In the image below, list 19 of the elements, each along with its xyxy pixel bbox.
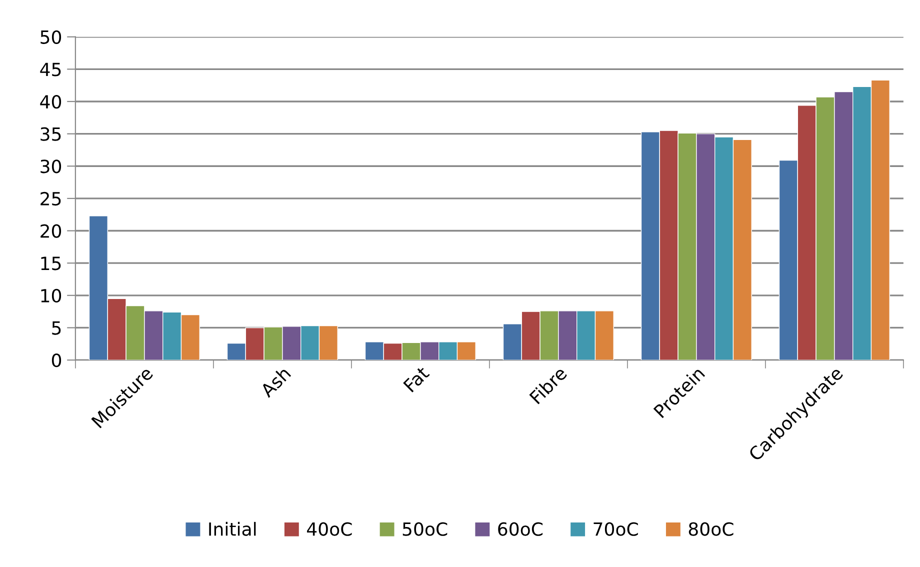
y-tick-label: 10 <box>41 288 62 303</box>
y-tick-label: 20 <box>40 224 62 238</box>
legend-label: 50oC <box>402 522 448 536</box>
legend-label: Initial <box>209 522 256 536</box>
x-tick-label: Ash <box>259 366 292 398</box>
y-tick-label: 25 <box>40 192 61 206</box>
y-tick-label: 30 <box>40 160 62 174</box>
legend-label: 60oC <box>498 522 543 536</box>
y-tick-label: 0 <box>52 354 62 368</box>
y-tick-label: 5 <box>52 321 61 335</box>
y-tick-label: 50 <box>40 30 62 44</box>
legend-label: 80oC <box>688 522 734 536</box>
y-tick-label: 45 <box>40 62 61 76</box>
y-tick-label: 15 <box>41 256 61 270</box>
y-tick-label: 35 <box>40 127 61 141</box>
legend-label: 70oC <box>594 522 638 536</box>
x-tick-label: Fat <box>403 366 430 393</box>
y-tick-label: 40 <box>40 94 62 109</box>
legend-label: 40oC <box>306 522 352 536</box>
